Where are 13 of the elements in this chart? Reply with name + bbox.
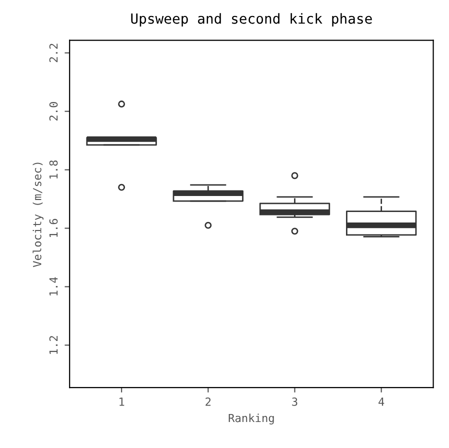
- y-axis-title: Velocity (m/sec): [32, 162, 44, 268]
- y-tick-label: 1.4: [49, 277, 58, 296]
- y-tick-label: 2.2: [49, 44, 58, 62]
- y-tick-label: 1.8: [49, 160, 58, 178]
- x-tick-label: 3: [292, 397, 298, 406]
- x-tick-label: 2: [206, 397, 211, 406]
- x-tick-label: 4: [378, 398, 384, 406]
- y-tick-label: 2.0: [49, 102, 58, 121]
- y-tick-label: 1.6: [49, 218, 58, 237]
- x-axis-title: Ranking: [228, 414, 274, 424]
- x-tick-label: 1: [120, 398, 124, 406]
- y-tick-label: 1.2: [49, 336, 58, 354]
- chart-title: Upsweep and second kick phase: [131, 13, 372, 27]
